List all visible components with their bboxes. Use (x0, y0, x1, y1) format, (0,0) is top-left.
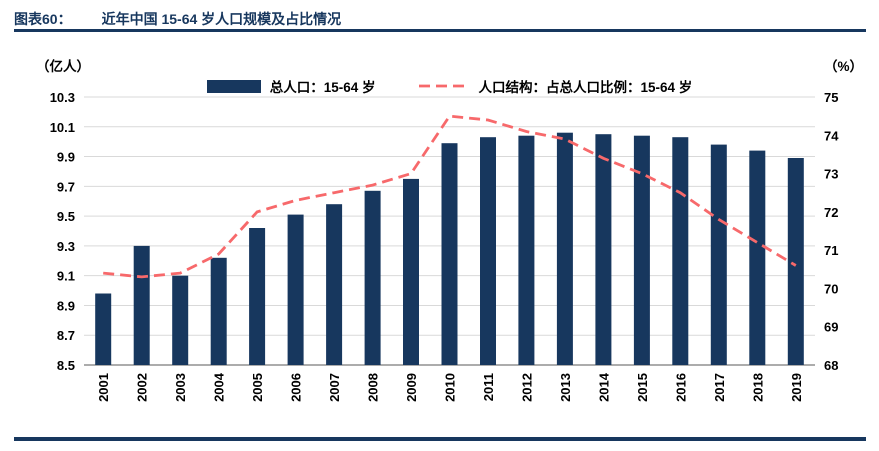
x-axis-label: 2018 (750, 373, 765, 402)
bar-2014 (595, 134, 612, 365)
right-axis-tick: 73 (824, 167, 838, 182)
x-axis-label: 2017 (712, 373, 727, 402)
bar-2011 (480, 137, 496, 365)
chart-legend: 总人口：15-64 岁 人口结构：占总人口比例：15-64 岁 (84, 77, 815, 95)
bar-2017 (710, 144, 727, 365)
left-axis-tick: 9.3 (57, 239, 75, 254)
left-axis-tick: 9.7 (57, 179, 75, 194)
left-axis-tick: 10.1 (50, 120, 75, 135)
line-series-swatch (418, 83, 470, 89)
x-axis-label: 2012 (519, 373, 534, 402)
bar-2016 (672, 137, 689, 365)
x-axis-label: 2009 (404, 373, 419, 402)
bar-2004 (210, 257, 227, 365)
right-axis-tick: 72 (824, 205, 838, 220)
right-axis-tick: 75 (824, 90, 838, 105)
x-axis-label: 2003 (173, 373, 188, 402)
bar-2006 (287, 214, 304, 365)
left-axis-tick: 10.3 (50, 90, 75, 105)
figure-header: 图表60： 近年中国 15-64 岁人口规模及占比情况 (14, 9, 865, 29)
x-axis-label: 2005 (250, 373, 265, 402)
left-axis-tick: 9.5 (57, 209, 75, 224)
left-axis-unit: （亿人） (36, 59, 90, 74)
x-axis-label: 2011 (481, 373, 496, 401)
x-axis-label: 2014 (596, 372, 611, 402)
bar-2008 (364, 190, 381, 365)
x-axis-label: 2010 (443, 373, 458, 402)
figure-title: 近年中国 15-64 岁人口规模及占比情况 (101, 11, 342, 27)
figure-number: 图表60： (14, 11, 72, 27)
bar-2002 (133, 245, 150, 365)
right-axis-unit: （%） (823, 59, 863, 74)
bar-2003 (172, 275, 189, 365)
bar-2012 (518, 135, 535, 365)
right-axis-tick: 68 (824, 358, 838, 373)
bar-2005 (249, 228, 266, 365)
legend-item-bar: 总人口：15-64 岁 (206, 76, 376, 96)
bar-series-swatch (206, 79, 261, 93)
left-axis-tick: 8.9 (57, 298, 75, 313)
right-axis-tick: 70 (824, 281, 838, 296)
bar-2013 (556, 132, 573, 365)
bar-2009 (403, 178, 419, 365)
bar-2018 (749, 150, 766, 365)
x-axis-label: 2002 (135, 373, 150, 402)
line-series-label: 人口结构：占总人口比例：15-64 岁 (478, 80, 693, 95)
bar-2015 (633, 135, 650, 365)
x-axis-label: 2008 (366, 373, 381, 402)
x-axis-label: 2006 (289, 373, 304, 402)
bar-2001 (95, 293, 112, 365)
right-axis-tick: 71 (824, 243, 838, 258)
x-axis-label: 2015 (635, 373, 650, 402)
x-axis-label: 2007 (327, 373, 342, 402)
header-divider (14, 29, 866, 32)
left-axis-tick: 9.1 (57, 269, 75, 284)
x-axis-label: 2001 (96, 373, 111, 402)
bar-2010 (441, 143, 458, 365)
footer-divider (14, 437, 866, 441)
x-axis-label: 2013 (558, 373, 573, 402)
legend-item-line: 人口结构：占总人口比例：15-64 岁 (418, 76, 693, 96)
trend-line (103, 114, 797, 279)
x-axis-label: 2016 (673, 373, 688, 402)
left-axis-tick: 9.9 (57, 150, 75, 165)
right-axis-tick: 69 (824, 320, 838, 335)
right-axis-tick: 74 (824, 128, 839, 143)
bar-2019 (787, 158, 804, 365)
left-axis-tick: 8.5 (57, 358, 75, 373)
bar-2007 (326, 204, 343, 365)
x-axis-label: 2019 (789, 373, 804, 402)
x-axis-label: 2004 (212, 372, 227, 402)
left-axis-tick: 8.7 (57, 328, 75, 343)
bar-series-label: 总人口：15-64 岁 (269, 80, 376, 95)
